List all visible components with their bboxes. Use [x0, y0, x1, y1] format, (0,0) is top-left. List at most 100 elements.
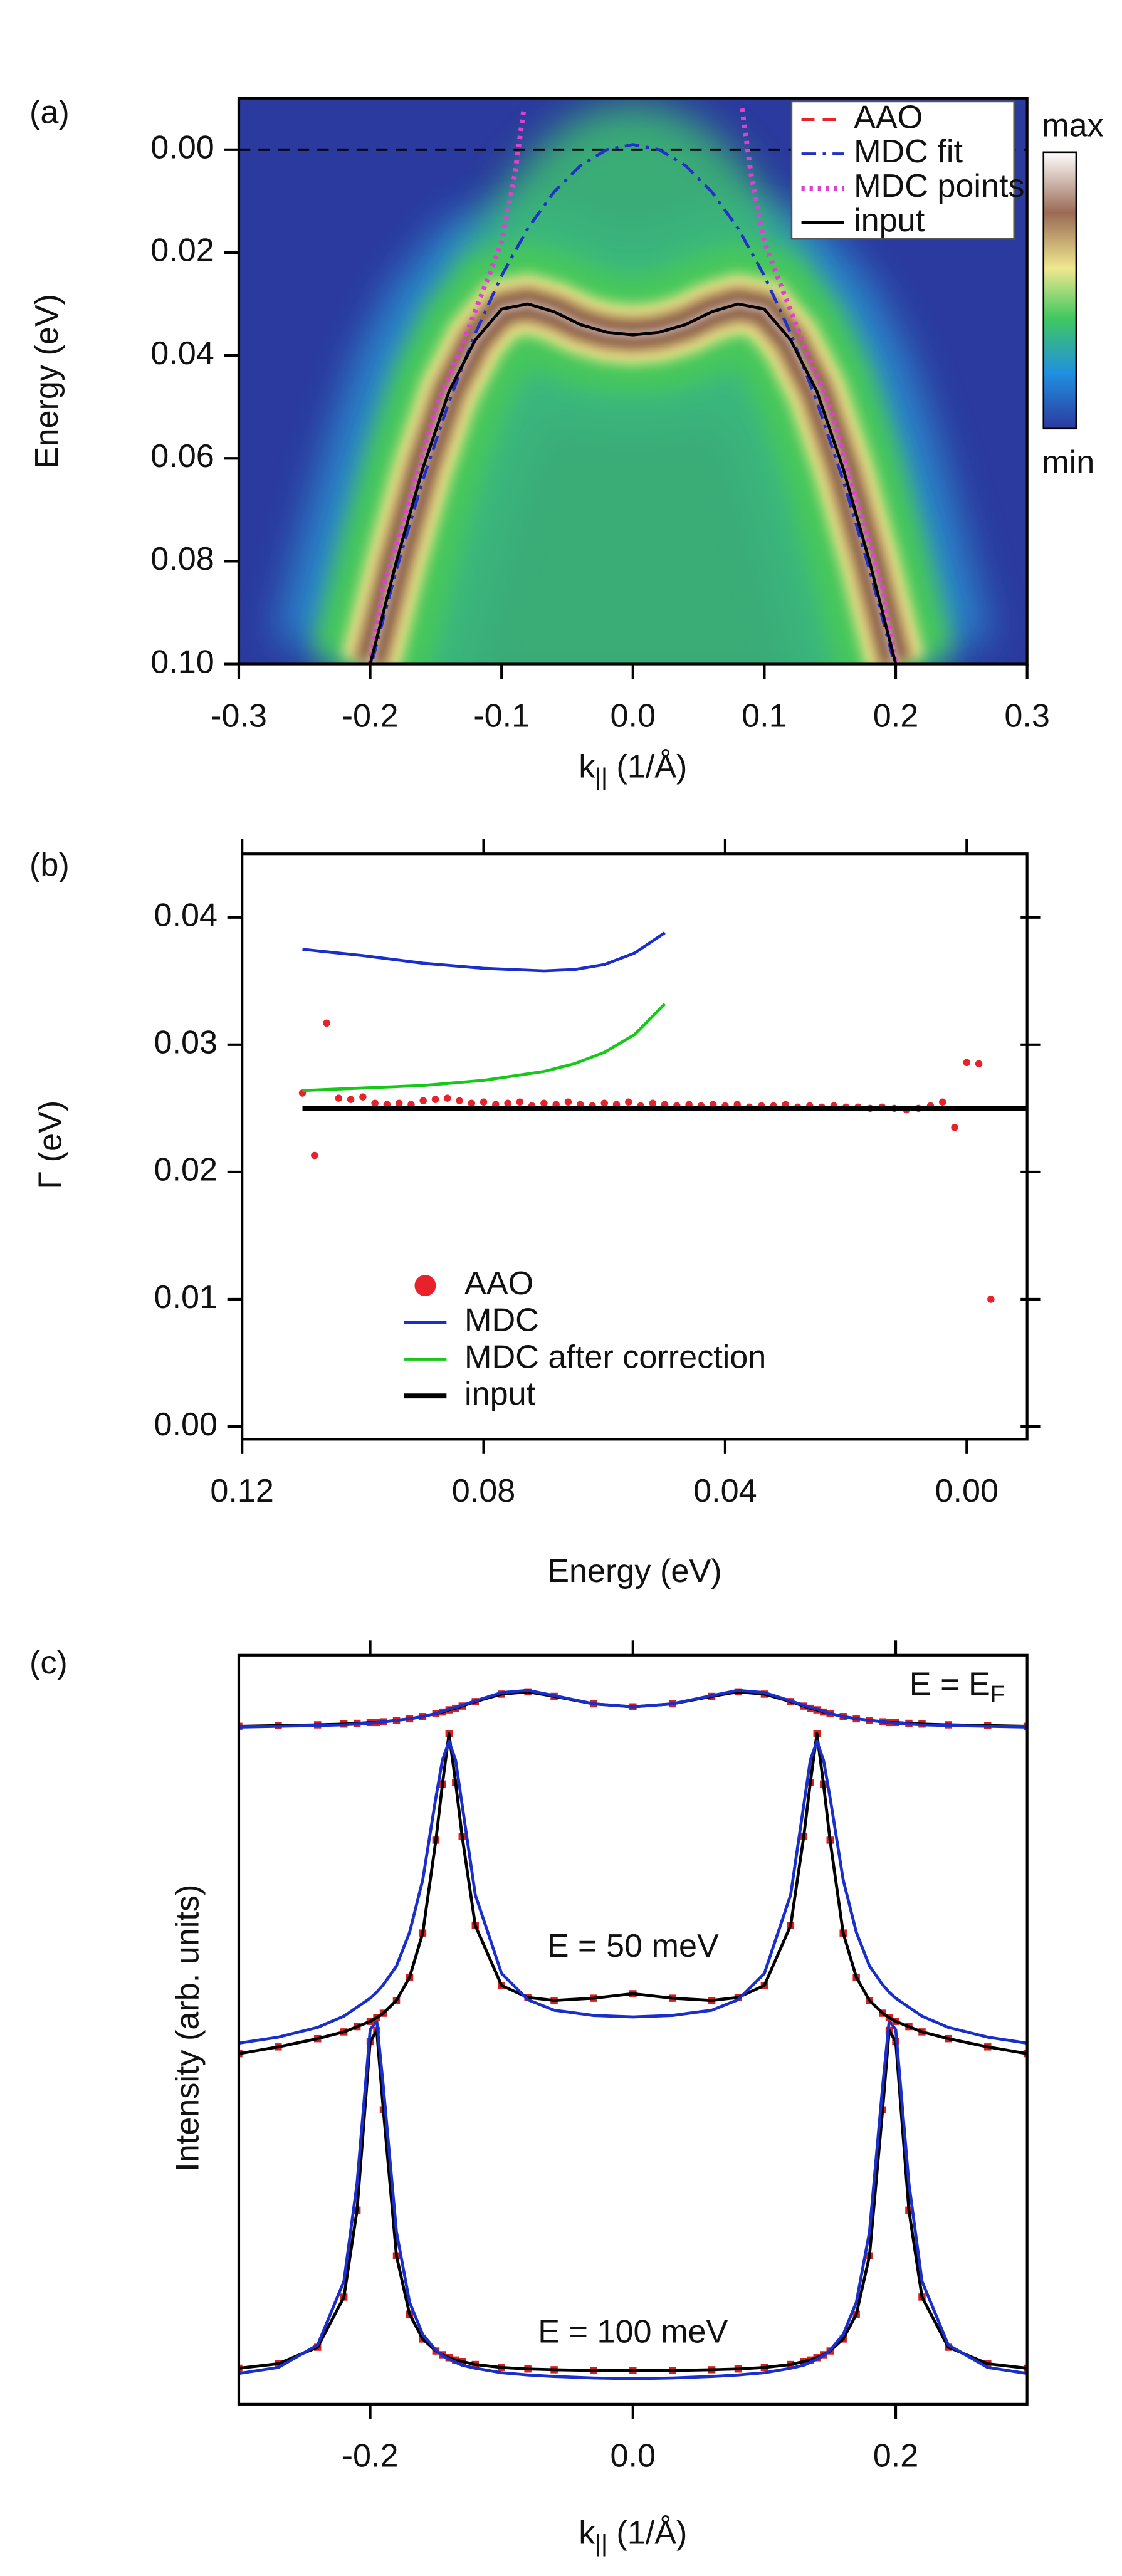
annotation-main: E = E — [910, 1666, 990, 1702]
y-tick-label: 0.01 — [154, 1279, 218, 1316]
marker — [456, 1097, 463, 1104]
y-tick-label: 0.04 — [150, 335, 214, 372]
colorbar-min-label: min — [1042, 444, 1094, 481]
y-axis-label: Γ (eV) — [32, 1101, 68, 1190]
marker — [600, 1099, 608, 1107]
x-axis-label: k|| (1/Å) — [579, 748, 687, 790]
series-line — [238, 1689, 1027, 1729]
legend-label: MDC — [464, 1302, 539, 1339]
marker — [347, 1096, 355, 1103]
x-axis-label-sub: || — [595, 763, 607, 790]
annotation-sub: F — [990, 1681, 1005, 1707]
x-tick-label: 0.2 — [873, 698, 919, 734]
x-axis-label: k|| (1/Å) — [579, 2515, 687, 2556]
annotation: E = 50 meV — [547, 1928, 719, 1964]
y-axis-label: Energy (eV) — [29, 294, 65, 468]
annotation-main: E = 50 meV — [547, 1928, 719, 1964]
marker — [311, 1151, 318, 1160]
x-tick-label: 0.1 — [742, 698, 787, 734]
y-tick-label: 0.06 — [150, 438, 214, 474]
series-line — [369, 302, 898, 664]
marker — [468, 1099, 476, 1107]
y-tick-label: 0.02 — [154, 1152, 218, 1188]
marker — [564, 1098, 572, 1106]
series-line — [367, 108, 898, 664]
colorbar — [1042, 151, 1077, 430]
marker — [540, 1099, 548, 1107]
marker — [987, 1296, 995, 1303]
marker — [939, 1098, 946, 1106]
series-line — [238, 1732, 1027, 2055]
series-line — [238, 2019, 1027, 2380]
x-tick-label: 0.12 — [210, 1473, 274, 1509]
marker — [444, 1094, 451, 1102]
y-tick-label: 0.04 — [154, 898, 218, 934]
panel-label: (b) — [29, 847, 70, 883]
marker — [323, 1019, 330, 1027]
y-tick-label: 0.00 — [150, 130, 214, 166]
x-tick-label: 0.3 — [1004, 698, 1050, 734]
legend-box — [790, 100, 1015, 240]
series-line — [371, 143, 895, 659]
series-line — [238, 2029, 1027, 2372]
legend-label: MDC after correction — [464, 1339, 766, 1375]
marker — [335, 1094, 343, 1102]
legend-label: AAO — [464, 1265, 533, 1302]
annotation: E = 100 meV — [538, 2313, 728, 2350]
x-tick-label: 0.04 — [693, 1473, 757, 1509]
x-tick-label: 0.00 — [935, 1473, 999, 1509]
marker — [504, 1099, 511, 1107]
annotation-main: E = 100 meV — [538, 2313, 728, 2350]
panel-label: (c) — [29, 1645, 68, 1681]
legend-label: input — [464, 1376, 536, 1412]
y-tick-label: 0.00 — [154, 1406, 218, 1443]
marker — [649, 1099, 657, 1107]
marker — [480, 1098, 488, 1106]
x-axis-label-suffix: (1/Å) — [607, 748, 688, 785]
annotation: E = EF — [910, 1666, 1005, 1707]
marker — [963, 1059, 971, 1067]
plot-area — [238, 1688, 1027, 2380]
x-tick-label: 0.0 — [611, 698, 656, 734]
colorbar-max-label: max — [1042, 107, 1104, 144]
y-axis-label: Intensity (arb. units) — [169, 1885, 206, 2172]
x-axis-label-main: k — [579, 748, 595, 785]
x-tick-label: 0.2 — [873, 2438, 919, 2474]
y-tick-label: 0.02 — [150, 233, 214, 269]
x-tick-label: 0.0 — [611, 2438, 656, 2474]
y-tick-label: 0.10 — [150, 644, 214, 680]
legend-label: MDC points — [854, 168, 1025, 204]
series-line — [302, 1003, 666, 1092]
legend-swatch — [414, 1275, 436, 1297]
legend-label: MDC fit — [854, 134, 963, 170]
plot-frame — [241, 852, 1029, 1441]
marker — [431, 1096, 439, 1103]
series-line — [238, 1739, 1027, 2045]
plot-frame — [237, 97, 1029, 666]
x-tick-label: -0.2 — [342, 2438, 399, 2474]
marker — [951, 1124, 958, 1131]
x-tick-label: -0.2 — [342, 698, 399, 734]
x-axis-label-suffix: (1/Å) — [607, 2515, 688, 2551]
x-tick-label: 0.08 — [452, 1473, 516, 1509]
marker — [516, 1098, 524, 1106]
x-axis-label: Energy (eV) — [547, 1553, 721, 1589]
marker — [395, 1099, 403, 1107]
x-axis-label-main: k — [579, 2515, 595, 2551]
plot-area — [298, 931, 1027, 1303]
legend-label: input — [854, 202, 925, 239]
marker — [359, 1093, 367, 1101]
legend-label: AAO — [854, 99, 923, 135]
panel-label: (a) — [29, 95, 70, 131]
x-tick-label: -0.1 — [473, 698, 530, 734]
marker — [371, 1099, 379, 1107]
marker — [975, 1060, 983, 1068]
series-line — [302, 931, 666, 973]
y-tick-label: 0.03 — [154, 1025, 218, 1061]
x-axis-label-sub: || — [595, 2530, 607, 2556]
y-tick-label: 0.08 — [150, 541, 214, 577]
marker — [625, 1098, 632, 1106]
x-tick-label: -0.3 — [211, 698, 267, 734]
marker — [419, 1097, 427, 1104]
